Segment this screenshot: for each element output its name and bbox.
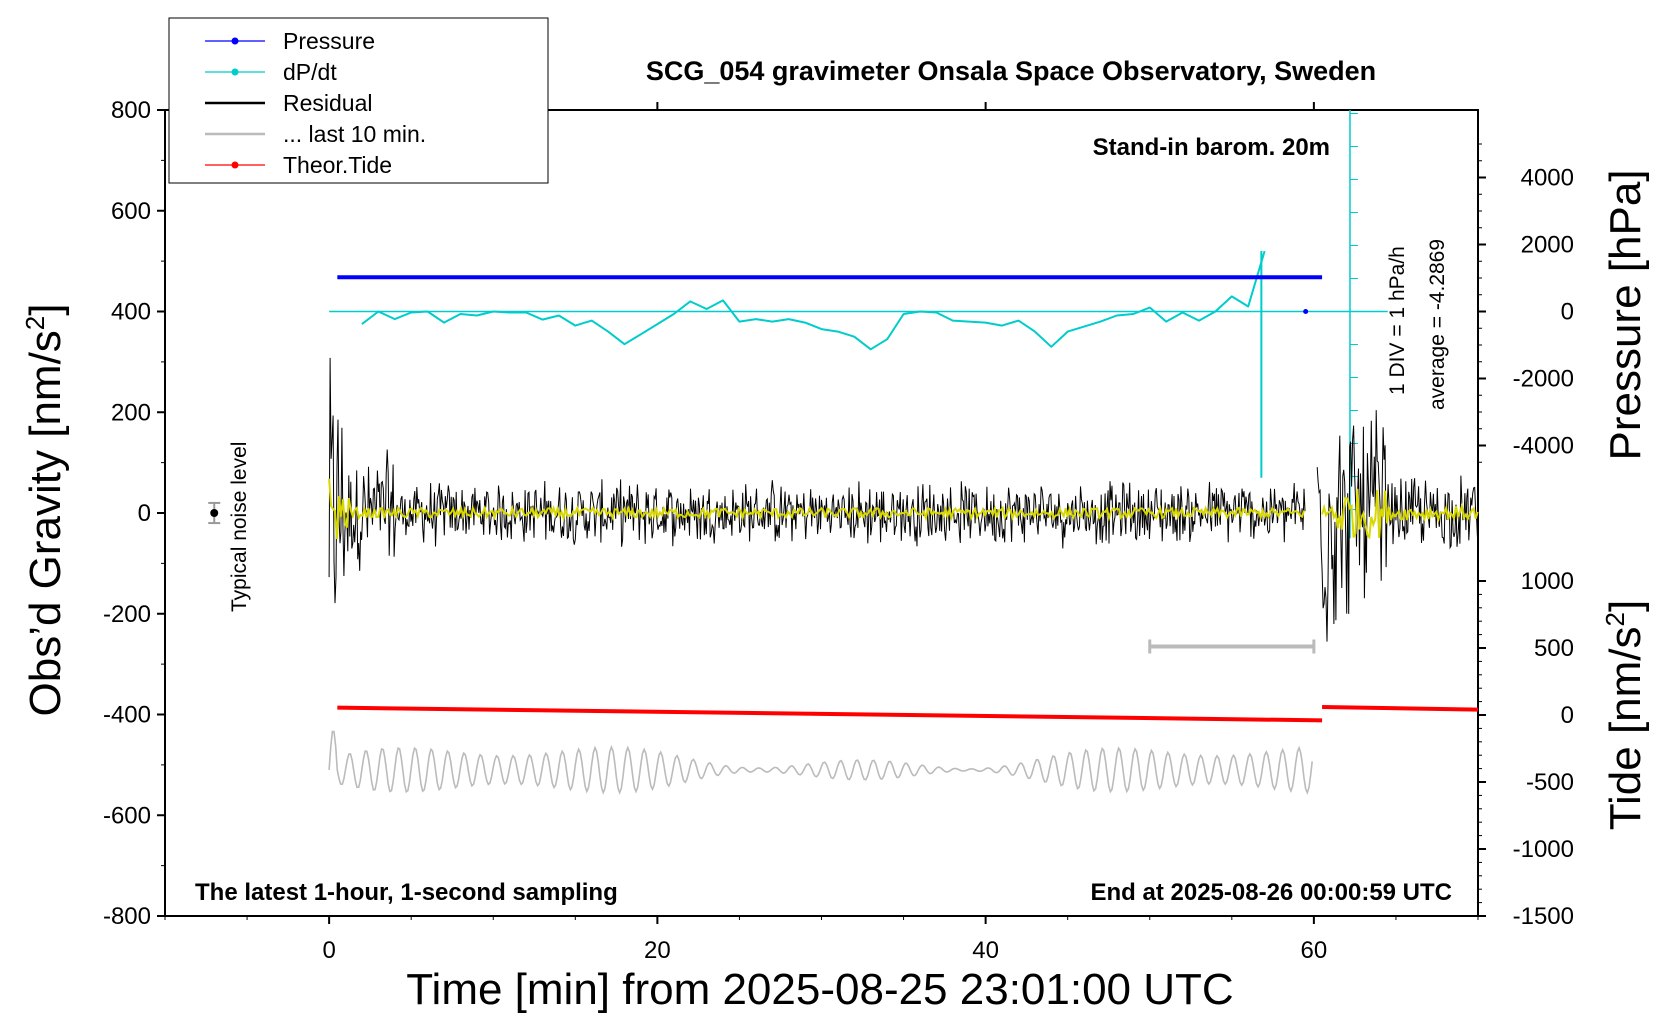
y-left-axis-title-main: Obs’d Gravity [nm/s: [21, 330, 70, 716]
tide-axis-title: Tide [nm/s2]: [1600, 600, 1650, 830]
last-10-min-line: [328, 730, 1313, 795]
residual-line: [328, 357, 1306, 604]
y-left-axis-title-close: ]: [21, 303, 70, 315]
legend-box: [168, 17, 549, 184]
y-left-axis-title: Obs’d Gravity [nm/s2]: [20, 303, 70, 716]
y-left-tick-label: 800: [111, 97, 151, 124]
y-left-tick-label: 200: [111, 399, 151, 426]
tide-tick-label: 0: [1561, 702, 1574, 729]
x-tick-label: 20: [644, 937, 671, 964]
legend-label: ... last 10 min.: [283, 121, 426, 147]
legend-marker: [231, 161, 239, 169]
bottom-left-annotation: The latest 1-hour, 1-second sampling: [195, 879, 618, 906]
tide-axis-ticks: 1000 500 0 -500 -1000 -1500: [1478, 568, 1574, 930]
series-layer: [208, 110, 1479, 795]
tide-tick-label: -1500: [1513, 903, 1574, 930]
legend-label: dP/dt: [283, 59, 337, 85]
y-left-axis-ticks: 800 600 400 200 0 -200 -400 -600 -800: [103, 97, 165, 930]
legend-marker: [231, 37, 239, 45]
residual-smooth-line-late: [1321, 488, 1479, 540]
legend-entries: Pressure dP/dt Residual ... last 10 min. The…: [205, 28, 426, 178]
residual-line-late: [1316, 410, 1479, 642]
y-left-tick-label: -400: [103, 702, 151, 729]
pressure-point: [1303, 309, 1309, 314]
y-left-tick-label: 400: [111, 299, 151, 326]
legend-label: Theor.Tide: [283, 152, 392, 178]
tide-tick-label: -1000: [1513, 836, 1574, 863]
x-axis-title: Time [min] from 2025-08-25 23:01:00 UTC: [406, 965, 1233, 1014]
legend-label: Pressure: [283, 28, 375, 54]
tide-tick-label: 500: [1534, 635, 1574, 662]
average-annotation: average = -4.2869: [1426, 239, 1449, 410]
pressure-tick-label: 4000: [1521, 165, 1574, 192]
pressure-tick-label: -2000: [1513, 366, 1574, 393]
y-left-tick-label: -800: [103, 903, 151, 930]
legend-label: Residual: [283, 90, 373, 116]
legend-marker: [231, 68, 239, 76]
residual-smooth-line: [328, 478, 1305, 539]
tide-axis-title-sup: 2: [1600, 612, 1630, 626]
pressure-tick-label: 2000: [1521, 232, 1574, 259]
y-left-axis-title-sup: 2: [20, 316, 50, 330]
tide-tick-label: -500: [1526, 769, 1574, 796]
y-left-tick-label: -200: [103, 601, 151, 628]
tide-axis-title-main: Tide [nm/s: [1601, 626, 1650, 830]
noise-point: [210, 509, 219, 517]
pressure-tick-label: -4000: [1513, 433, 1574, 460]
div-annotation: 1 DIV = 1 hPa/h: [1386, 246, 1409, 395]
tide-line-late: [1322, 704, 1479, 712]
chart-title: SCG_054 gravimeter Onsala Space Observat…: [646, 56, 1376, 86]
pressure-tick-label: 0: [1561, 299, 1574, 326]
x-tick-label: 40: [972, 937, 999, 964]
dpdt-line: [361, 250, 1266, 351]
pressure-axis-ticks: 4000 2000 0 -2000 -4000: [1478, 143, 1574, 463]
y-left-tick-label: 600: [111, 198, 151, 225]
noise-level-label: Typical noise level: [228, 442, 251, 612]
y-left-tick-label: -600: [103, 802, 151, 829]
x-axis-ticks: 0 20 40 60: [164, 102, 1479, 964]
pressure-axis-title: Pressure [hPa]: [1601, 169, 1650, 460]
tide-axis-title-close: ]: [1601, 600, 1650, 612]
x-tick-label: 60: [1301, 937, 1328, 964]
y-left-tick-label: 0: [138, 500, 151, 527]
x-tick-label: 0: [322, 937, 335, 964]
barometer-annotation: Stand-in barom. 20m: [1093, 134, 1330, 161]
bottom-right-annotation: End at 2025-08-26 00:00:59 UTC: [1091, 879, 1453, 906]
tide-tick-label: 1000: [1521, 568, 1574, 595]
tide-line: [337, 705, 1323, 723]
legend: Pressure dP/dt Residual ... last 10 min. The…: [168, 17, 549, 184]
